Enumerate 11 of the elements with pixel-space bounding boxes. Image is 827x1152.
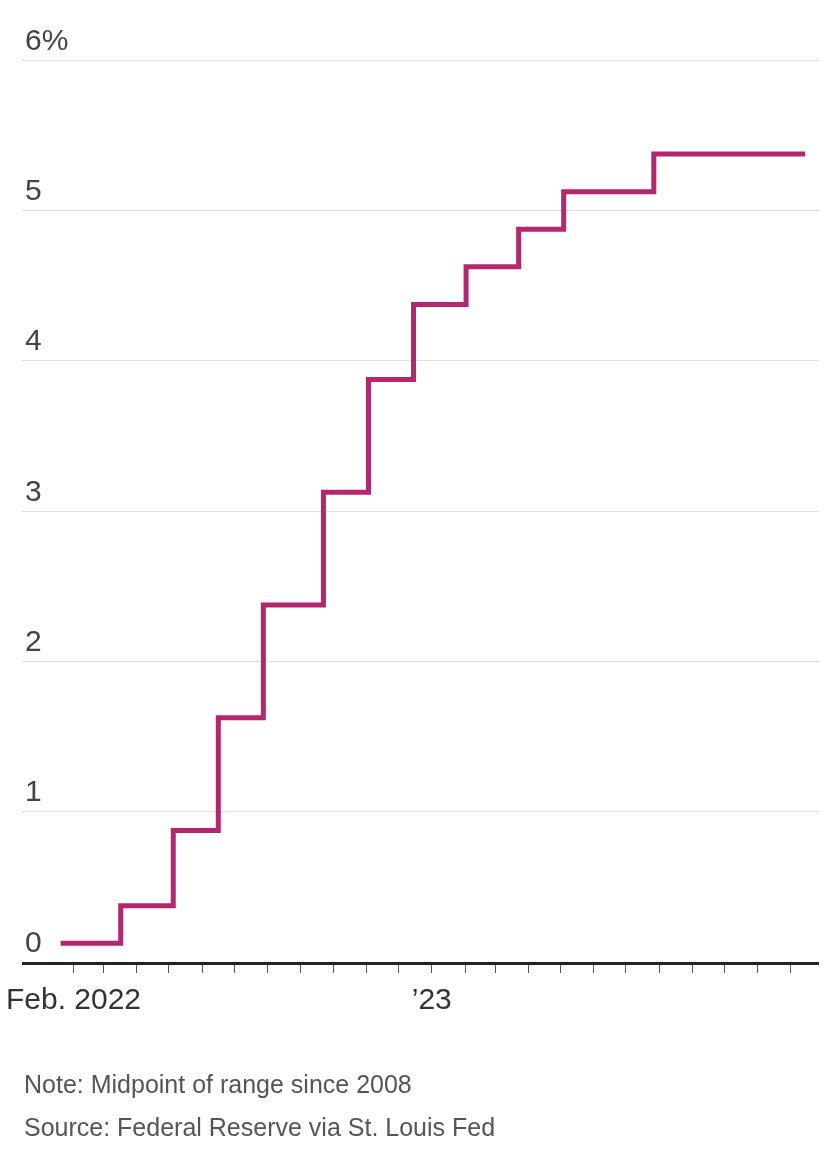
y-tick-label: 6%: [25, 22, 69, 56]
x-tick-label: Feb. 2022: [5, 982, 142, 1015]
source-note: Source: Federal Reserve via St. Louis Fed: [24, 1113, 496, 1141]
y-tick-label: 0: [25, 924, 42, 958]
text: Note: Midpoint of range since 2008: [24, 1070, 412, 1098]
y-tick-label: 5: [25, 172, 42, 206]
y-tick-label: 1: [25, 774, 42, 808]
x-tick-label: ’23: [411, 982, 452, 1015]
y-tick-label: 4: [25, 323, 42, 357]
y-tick-label: 2: [25, 623, 42, 657]
y-tick-label: 3: [25, 473, 42, 507]
